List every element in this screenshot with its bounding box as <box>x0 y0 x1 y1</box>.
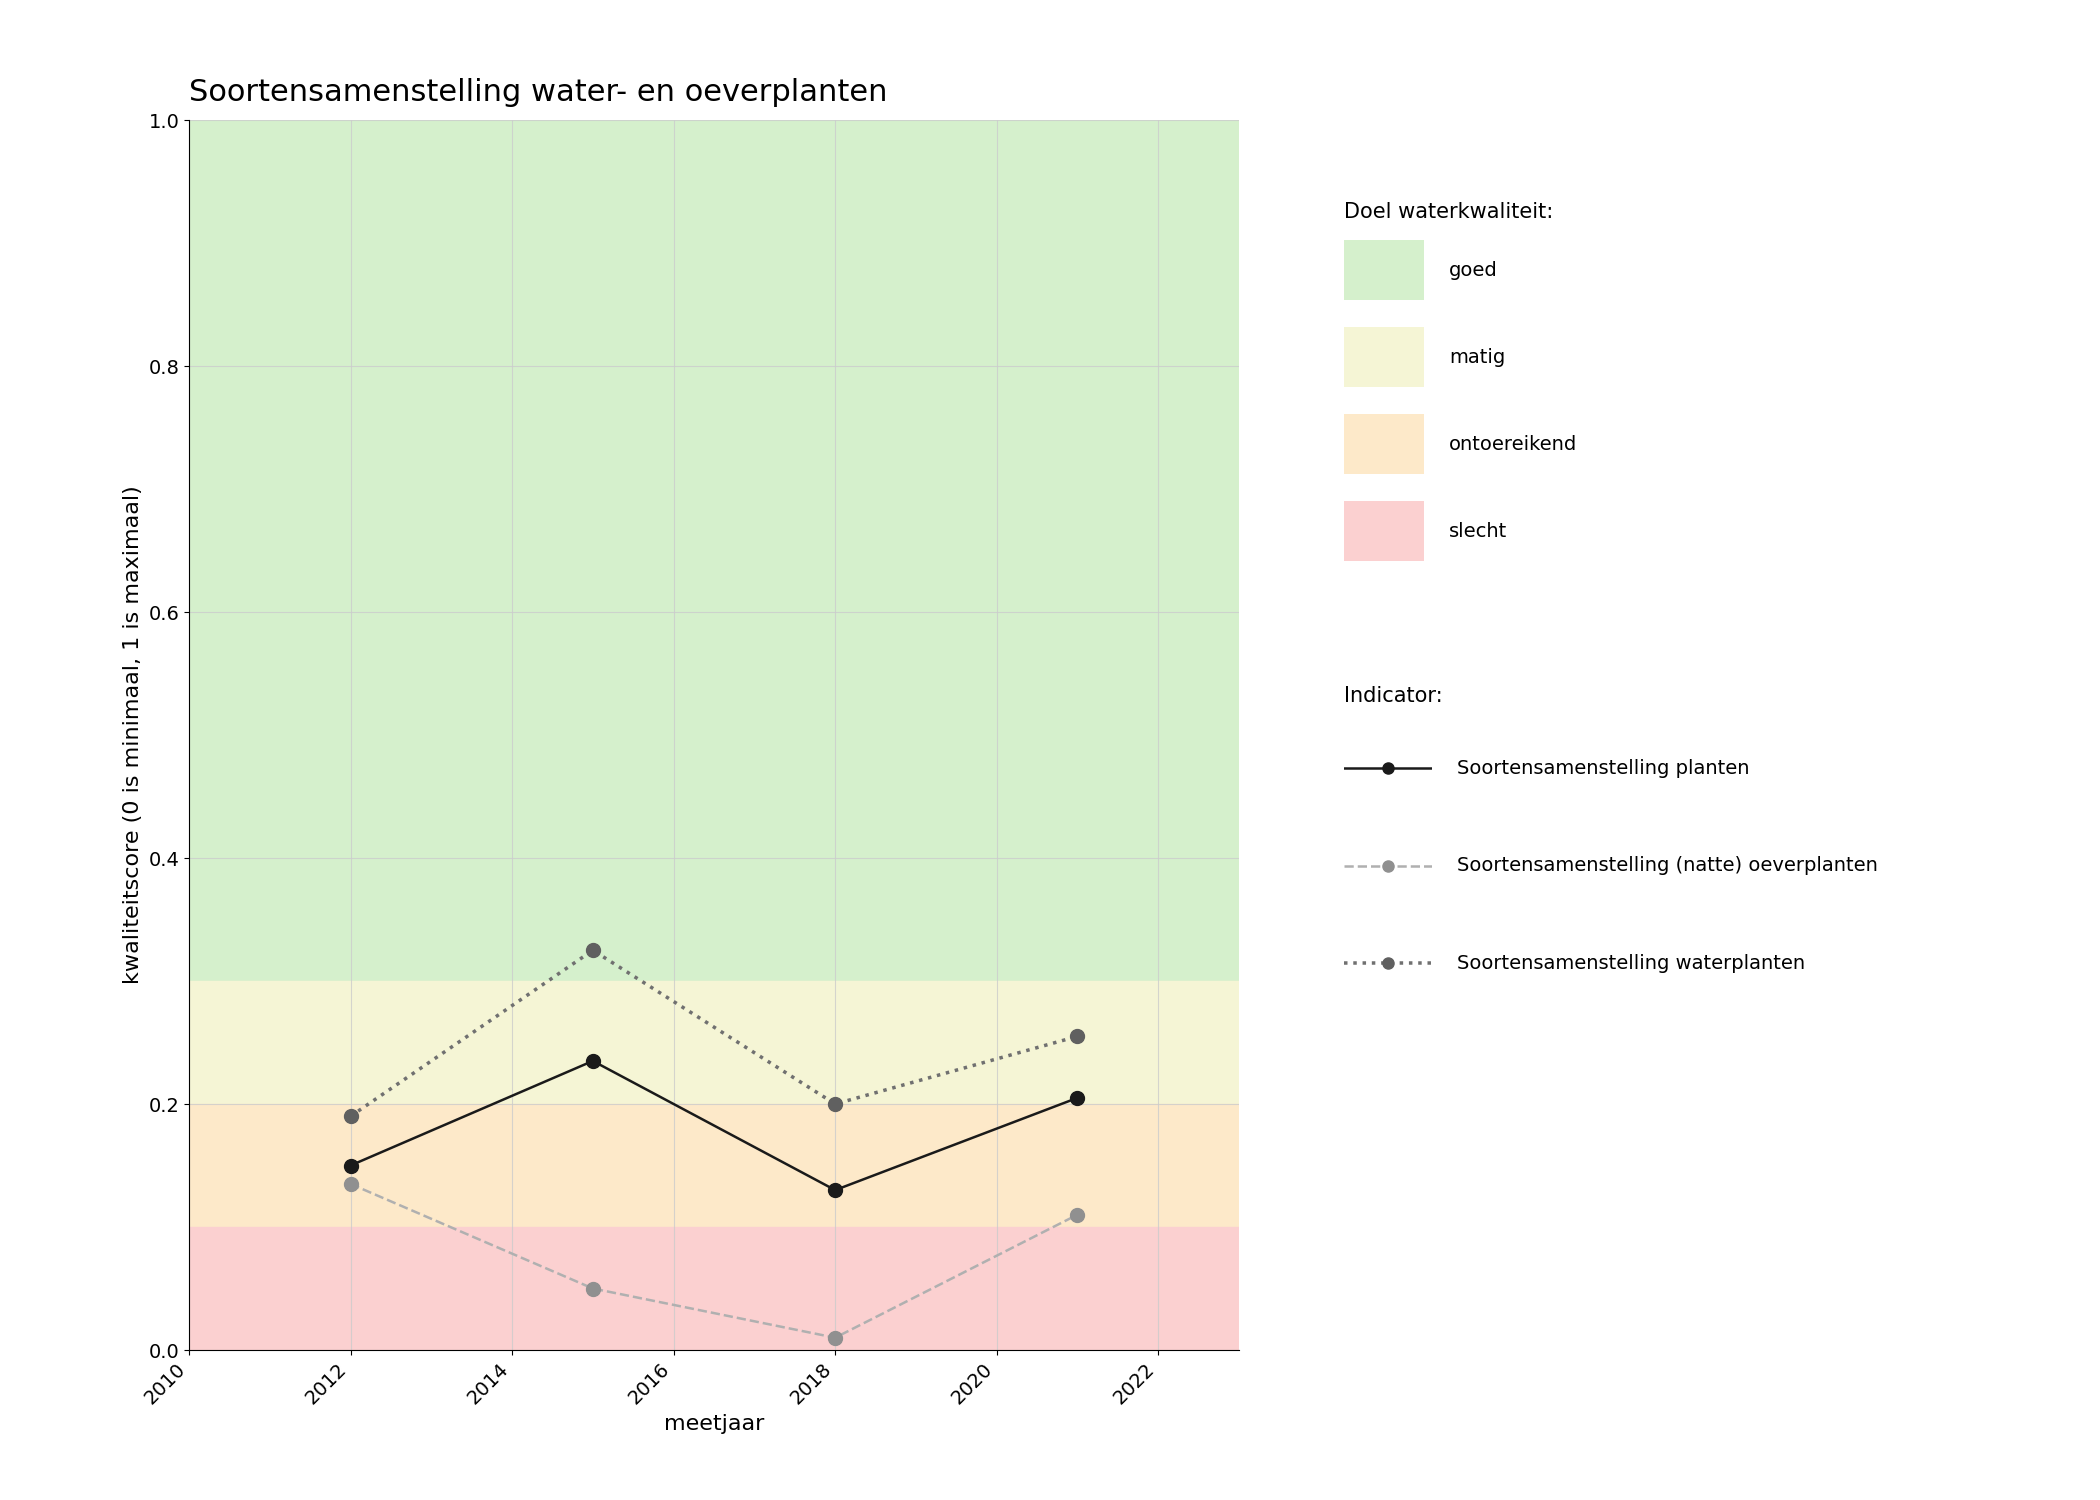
Bar <box>189 1227 1239 1350</box>
Bar <box>189 1104 1239 1227</box>
Text: ontoereikend: ontoereikend <box>1449 435 1577 453</box>
Text: Doel waterkwaliteit:: Doel waterkwaliteit: <box>1344 202 1554 222</box>
Text: Soortensamenstelling (natte) oeverplanten: Soortensamenstelling (natte) oeverplante… <box>1457 856 1877 874</box>
Text: Soortensamenstelling water- en oeverplanten: Soortensamenstelling water- en oeverplan… <box>189 78 888 106</box>
X-axis label: meetjaar: meetjaar <box>664 1413 764 1434</box>
Y-axis label: kwaliteitscore (0 is minimaal, 1 is maximaal): kwaliteitscore (0 is minimaal, 1 is maxi… <box>122 486 143 984</box>
Text: Soortensamenstelling waterplanten: Soortensamenstelling waterplanten <box>1457 954 1806 972</box>
Bar <box>189 120 1239 981</box>
Bar <box>189 981 1239 1104</box>
Text: Soortensamenstelling planten: Soortensamenstelling planten <box>1457 759 1749 777</box>
Text: slecht: slecht <box>1449 522 1508 540</box>
Text: Indicator:: Indicator: <box>1344 686 1443 705</box>
Text: goed: goed <box>1449 261 1497 279</box>
Text: matig: matig <box>1449 348 1506 366</box>
